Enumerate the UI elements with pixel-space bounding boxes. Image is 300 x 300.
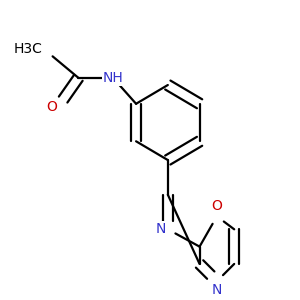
Text: NH: NH <box>103 71 123 85</box>
Text: O: O <box>212 200 222 213</box>
Text: N: N <box>212 283 222 297</box>
Text: H3C: H3C <box>14 42 42 56</box>
Text: N: N <box>156 222 166 236</box>
Text: O: O <box>46 100 57 114</box>
